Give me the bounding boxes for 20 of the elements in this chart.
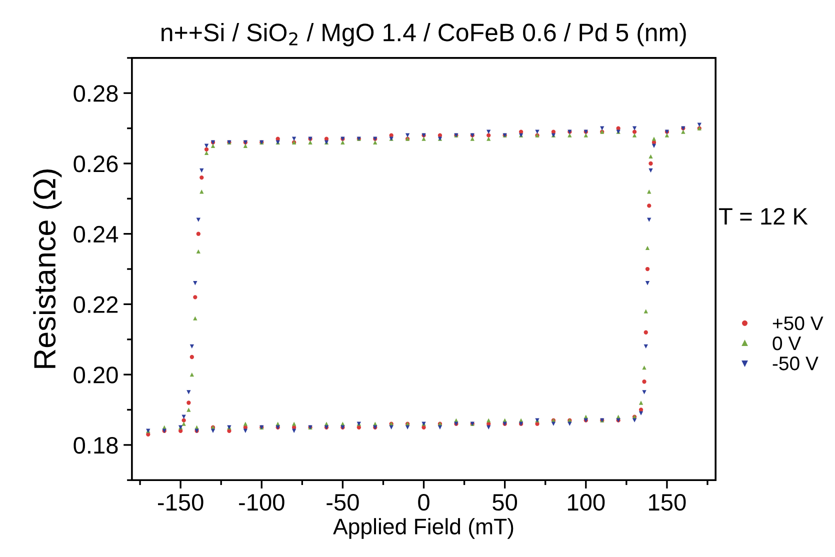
y-axis-title: Resistance (Ω) bbox=[33, 170, 62, 368]
x-tick-label: -100 bbox=[239, 494, 284, 511]
x-tick-label: -50 bbox=[326, 494, 359, 511]
legend-label: -50 V bbox=[772, 356, 818, 370]
y-tick-label: 0.22 bbox=[74, 296, 118, 314]
x-tick-label: 50 bbox=[492, 494, 518, 511]
y-tick-label: 0.18 bbox=[74, 437, 118, 454]
y-tick-label: 0.24 bbox=[74, 226, 118, 243]
x-tick-label: 0 bbox=[418, 494, 430, 511]
legend-label: 0 V bbox=[772, 336, 802, 350]
y-tick-label: 0.20 bbox=[74, 366, 118, 384]
x-axis-title: Applied Field (mT) bbox=[333, 518, 514, 539]
x-tick-label: -150 bbox=[158, 494, 204, 511]
y-tick-label: 0.26 bbox=[74, 156, 118, 172]
text: T = 12 K bbox=[719, 208, 808, 224]
legend-label: +50 V bbox=[772, 316, 824, 330]
chart-title: n++Si / SiO$_{2}$ / MgO 1.4 / CoFeB 0.6 / Pd 5 (nm) bbox=[162, 23, 686, 46]
x-tick-label: 100 bbox=[568, 494, 605, 511]
y-tick-label: 0.28 bbox=[74, 85, 118, 102]
x-tick-label: 150 bbox=[649, 494, 686, 511]
